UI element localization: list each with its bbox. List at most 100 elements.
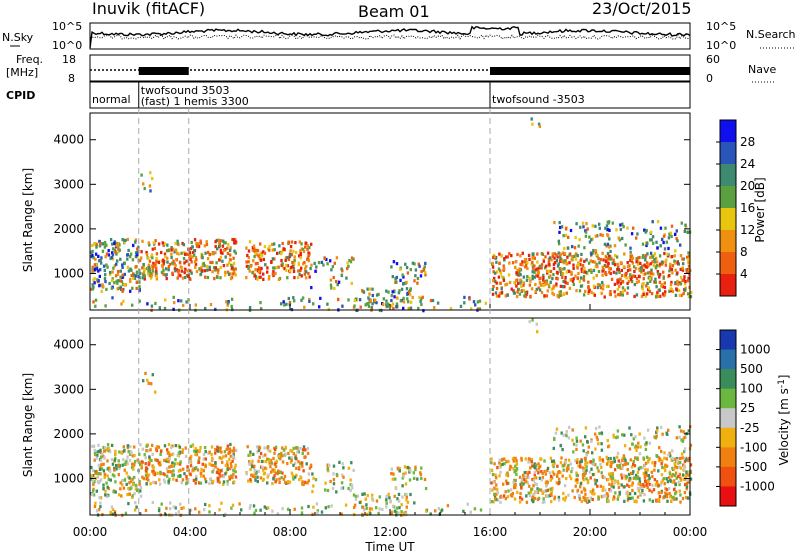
- data-cell: [557, 495, 561, 499]
- data-cell: [626, 291, 629, 295]
- data-cell: [622, 225, 625, 229]
- data-cell: [407, 307, 410, 311]
- data-cell: [612, 258, 615, 262]
- data-cell: [568, 253, 571, 257]
- data-cell: [245, 246, 248, 250]
- data-cell: [682, 430, 685, 434]
- data-cell: [618, 464, 621, 468]
- data-cell: [136, 255, 139, 259]
- data-cell: [635, 260, 638, 264]
- data-cell: [555, 259, 559, 263]
- data-cell: [617, 482, 620, 486]
- data-cell: [195, 466, 198, 470]
- data-cell: [535, 483, 538, 487]
- data-cell: [644, 468, 647, 472]
- data-cell: [629, 246, 632, 250]
- data-cell: [175, 268, 179, 272]
- data-cell: [173, 301, 176, 305]
- data-cell: [289, 253, 292, 257]
- data-cell: [216, 467, 220, 471]
- data-cell: [511, 491, 514, 496]
- data-cell: [353, 503, 357, 507]
- data-cell: [115, 243, 118, 247]
- data-cell: [274, 461, 277, 465]
- data-cell: [669, 262, 672, 266]
- data-cell: [617, 495, 620, 499]
- data-cell: [97, 254, 100, 258]
- data-cell: [227, 447, 230, 451]
- data-cell: [557, 242, 561, 246]
- data-cell: [117, 250, 120, 254]
- data-cell: [623, 459, 626, 463]
- data-cell: [91, 444, 94, 448]
- data-cell: [165, 459, 168, 463]
- data-cell: [608, 266, 611, 270]
- data-cell: [512, 480, 515, 484]
- data-cell: [358, 298, 362, 302]
- data-cell: [498, 252, 501, 256]
- data-cell: [347, 486, 350, 491]
- data-cell: [168, 262, 172, 266]
- data-cell: [268, 461, 271, 465]
- data-cell: [308, 297, 311, 301]
- data-cell: [681, 456, 684, 460]
- data-cell: [165, 277, 168, 281]
- data-cell: [223, 241, 226, 245]
- data-cell: [623, 288, 626, 292]
- data-cell: [140, 466, 143, 470]
- data-cell: [572, 450, 575, 454]
- data-cell: [587, 289, 591, 293]
- data-cell: [341, 473, 344, 477]
- data-cell: [230, 266, 234, 270]
- data-cell: [649, 255, 652, 259]
- data-cell: [218, 508, 221, 512]
- data-cell: [522, 281, 526, 285]
- data-cell: [544, 489, 548, 493]
- data-cell: [401, 495, 404, 499]
- data-cell: [633, 464, 637, 468]
- data-cell: [117, 247, 120, 251]
- data-cell: [146, 302, 149, 306]
- data-cell: [496, 498, 500, 502]
- data-cell: [392, 472, 395, 476]
- data-cell: [672, 497, 676, 501]
- data-cell: [214, 268, 218, 272]
- data-cell: [666, 480, 670, 484]
- data-cell: [623, 433, 626, 437]
- data-cell: [211, 270, 214, 274]
- data-cell: [538, 277, 541, 281]
- data-cell: [670, 499, 673, 503]
- colorbar-tick-label: -100: [740, 440, 767, 454]
- data-cell: [506, 495, 510, 499]
- data-cell: [636, 445, 639, 449]
- data-cell: [598, 425, 601, 429]
- data-cell: [424, 273, 427, 277]
- data-cell: [566, 246, 570, 250]
- data-cell: [602, 258, 605, 262]
- data-cell: [616, 268, 619, 272]
- data-cell: [647, 460, 650, 464]
- data-cell: [232, 472, 235, 476]
- data-cell: [295, 466, 298, 470]
- data-cell: [649, 279, 652, 283]
- data-cell: [663, 293, 667, 297]
- data-cell: [268, 244, 271, 249]
- data-cell: [595, 435, 599, 439]
- data-cell: [635, 236, 638, 240]
- data-cell: [370, 306, 373, 310]
- data-cell: [630, 232, 634, 236]
- data-cell: [364, 497, 368, 501]
- data-cell: [256, 479, 259, 484]
- data-cell: [128, 452, 132, 456]
- data-cell: [584, 458, 587, 462]
- data-cell: [261, 478, 265, 482]
- data-cell: [627, 496, 630, 501]
- data-cell: [229, 461, 233, 465]
- data-cell: [644, 447, 648, 451]
- data-cell: [274, 480, 277, 484]
- data-cell: [552, 459, 555, 463]
- data-cell: [679, 466, 683, 470]
- data-cell: [599, 286, 603, 290]
- data-cell: [188, 459, 192, 463]
